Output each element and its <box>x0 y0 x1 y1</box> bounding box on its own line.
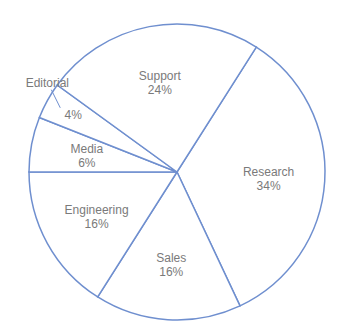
svg-text:34%: 34% <box>257 179 281 193</box>
svg-text:Research: Research <box>243 165 294 179</box>
svg-text:16%: 16% <box>85 217 109 231</box>
svg-text:16%: 16% <box>159 265 183 279</box>
svg-text:Sales: Sales <box>156 251 186 265</box>
svg-text:Engineering: Engineering <box>65 203 129 217</box>
svg-text:Support: Support <box>139 69 182 83</box>
svg-text:Editorial: Editorial <box>26 76 69 90</box>
svg-text:4%: 4% <box>65 108 83 122</box>
svg-text:24%: 24% <box>148 83 172 97</box>
svg-text:Media: Media <box>71 142 104 156</box>
svg-text:6%: 6% <box>78 156 96 170</box>
